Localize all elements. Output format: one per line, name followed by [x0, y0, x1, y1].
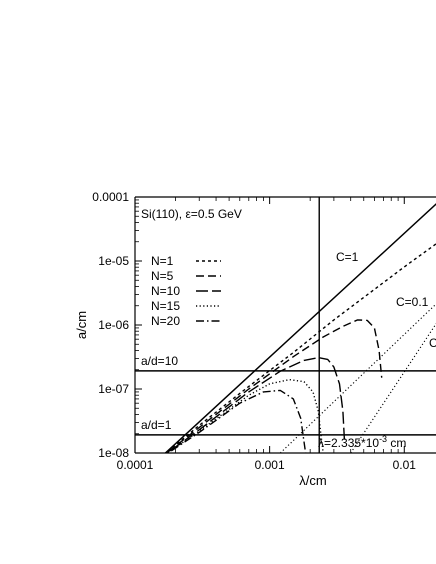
- ref-line-c: [350, 322, 436, 453]
- y-tick-label: 1e-06: [98, 318, 129, 332]
- x-tick-label: 0.001: [255, 458, 285, 472]
- legend-label-n-15: N=15: [151, 299, 180, 313]
- y-tick-label: 1e-08: [98, 446, 129, 460]
- plot-area: [134, 196, 436, 454]
- x-axis-label: λ/cm: [299, 473, 326, 488]
- x-tick-label: 0.01: [393, 458, 417, 472]
- ref-line-label-c01: C=0.1: [396, 295, 429, 309]
- ref-line-c-0-1: [279, 303, 436, 453]
- hline-label-ad10: a/d=10: [141, 354, 178, 368]
- y-axis-label: a/cm: [74, 311, 89, 339]
- legend-label-n-5: N=5: [151, 269, 174, 283]
- vline-label-exp: -3: [379, 434, 387, 444]
- legend: N=1N=5N=10N=15N=20: [151, 254, 221, 328]
- x-tick-label: 0.0001: [117, 458, 154, 472]
- series-line-n-5: [165, 319, 383, 453]
- data-curves: [135, 197, 436, 453]
- series-line-n-20: [166, 389, 307, 453]
- series-line-n-15: [166, 378, 324, 453]
- y-tick-label: 1e-05: [98, 254, 129, 268]
- vline-label-unit: cm: [387, 436, 406, 450]
- y-tick-label: 0.0001: [92, 190, 129, 204]
- hline-label-ad1: a/d=1: [141, 418, 172, 432]
- ref-line-c-1: [164, 203, 436, 453]
- axis-ticks: 1e-08 1e-07 1e-06 1e-05 0.0001 0.0001 0.001 0.0…: [92, 190, 416, 472]
- y-tick-label: 1e-07: [98, 382, 129, 396]
- ref-line-label-c: C: [429, 336, 436, 350]
- legend-label-n-20: N=20: [151, 314, 180, 328]
- chart-title: Si(110), ε=0.5 GeV: [141, 207, 242, 221]
- vline-label-main: λ=2.335*10: [318, 436, 379, 450]
- series-line-n-10: [166, 356, 346, 453]
- legend-label-n-10: N=10: [151, 284, 180, 298]
- legend-label-n-1: N=1: [151, 254, 174, 268]
- ref-line-label-c1: C=1: [336, 250, 359, 264]
- vline-label: λ=2.335*10-3 cm: [318, 434, 406, 450]
